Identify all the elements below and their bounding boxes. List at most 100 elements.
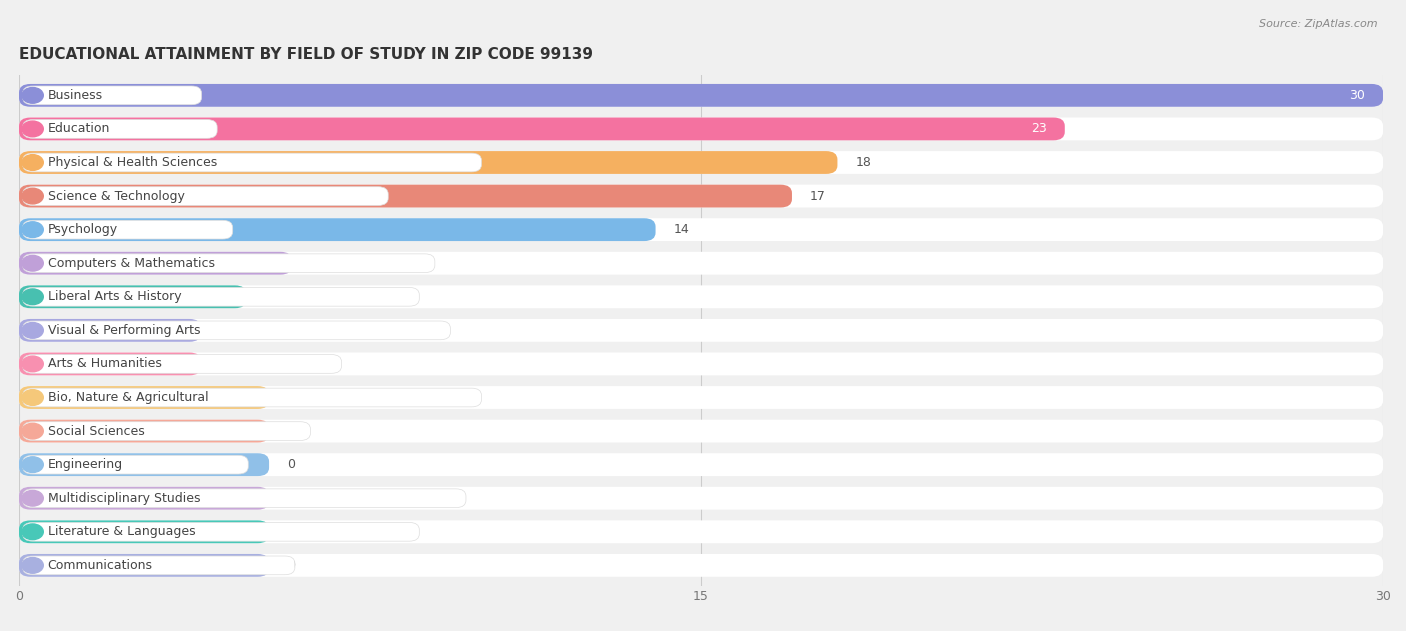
Circle shape [22, 558, 44, 573]
Bar [20, 146, 1384, 179]
FancyBboxPatch shape [22, 153, 481, 172]
FancyBboxPatch shape [20, 84, 1384, 107]
FancyBboxPatch shape [20, 353, 201, 375]
Circle shape [22, 188, 44, 204]
Bar [20, 280, 1384, 314]
FancyBboxPatch shape [22, 288, 419, 306]
FancyBboxPatch shape [22, 119, 217, 138]
Text: 0: 0 [287, 525, 295, 538]
FancyBboxPatch shape [22, 456, 249, 474]
Text: 0: 0 [287, 559, 295, 572]
FancyBboxPatch shape [20, 252, 292, 274]
Circle shape [22, 457, 44, 473]
Bar [20, 448, 1384, 481]
Circle shape [22, 423, 44, 439]
Circle shape [22, 322, 44, 338]
FancyBboxPatch shape [20, 521, 1384, 543]
FancyBboxPatch shape [20, 185, 792, 208]
FancyBboxPatch shape [20, 554, 269, 577]
Text: Source: ZipAtlas.com: Source: ZipAtlas.com [1260, 19, 1378, 29]
FancyBboxPatch shape [20, 117, 1384, 140]
Circle shape [22, 221, 44, 237]
FancyBboxPatch shape [20, 185, 1384, 208]
FancyBboxPatch shape [22, 86, 201, 105]
FancyBboxPatch shape [20, 521, 269, 543]
Circle shape [22, 155, 44, 170]
Circle shape [22, 390, 44, 405]
Circle shape [22, 490, 44, 506]
Text: Education: Education [48, 122, 110, 136]
FancyBboxPatch shape [22, 220, 233, 239]
Text: 30: 30 [1348, 89, 1365, 102]
FancyBboxPatch shape [22, 388, 481, 407]
FancyBboxPatch shape [20, 319, 1384, 342]
Circle shape [22, 289, 44, 305]
FancyBboxPatch shape [20, 218, 1384, 241]
FancyBboxPatch shape [20, 487, 1384, 510]
Bar [20, 179, 1384, 213]
FancyBboxPatch shape [20, 151, 838, 174]
FancyBboxPatch shape [20, 285, 1384, 308]
Text: Computers & Mathematics: Computers & Mathematics [48, 257, 215, 269]
Text: 0: 0 [287, 425, 295, 437]
Bar [20, 112, 1384, 146]
Circle shape [22, 121, 44, 137]
Bar [20, 79, 1384, 112]
Text: Social Sciences: Social Sciences [48, 425, 145, 437]
Bar [20, 347, 1384, 380]
Text: Science & Technology: Science & Technology [48, 189, 184, 203]
FancyBboxPatch shape [20, 84, 1384, 107]
Bar [20, 247, 1384, 280]
FancyBboxPatch shape [20, 420, 1384, 442]
FancyBboxPatch shape [22, 355, 342, 374]
Text: 0: 0 [287, 458, 295, 471]
FancyBboxPatch shape [20, 218, 655, 241]
Text: Literature & Languages: Literature & Languages [48, 525, 195, 538]
FancyBboxPatch shape [20, 453, 1384, 476]
FancyBboxPatch shape [22, 254, 434, 273]
FancyBboxPatch shape [22, 321, 450, 339]
Text: Arts & Humanities: Arts & Humanities [48, 357, 162, 370]
FancyBboxPatch shape [22, 422, 311, 440]
Text: 17: 17 [810, 189, 827, 203]
Text: Liberal Arts & History: Liberal Arts & History [48, 290, 181, 304]
Bar [20, 548, 1384, 582]
FancyBboxPatch shape [20, 487, 269, 510]
FancyBboxPatch shape [20, 319, 201, 342]
Bar [20, 213, 1384, 247]
Circle shape [22, 256, 44, 271]
Text: 4: 4 [219, 324, 226, 337]
Bar [20, 415, 1384, 448]
Text: EDUCATIONAL ATTAINMENT BY FIELD OF STUDY IN ZIP CODE 99139: EDUCATIONAL ATTAINMENT BY FIELD OF STUDY… [20, 47, 593, 62]
Circle shape [22, 88, 44, 103]
Bar [20, 380, 1384, 415]
Bar [20, 515, 1384, 548]
Text: Engineering: Engineering [48, 458, 122, 471]
Circle shape [22, 524, 44, 540]
Text: 6: 6 [309, 257, 318, 269]
FancyBboxPatch shape [20, 420, 269, 442]
FancyBboxPatch shape [22, 187, 388, 206]
Text: 4: 4 [219, 357, 226, 370]
FancyBboxPatch shape [22, 489, 465, 507]
Text: Visual & Performing Arts: Visual & Performing Arts [48, 324, 200, 337]
Circle shape [22, 356, 44, 372]
FancyBboxPatch shape [20, 151, 1384, 174]
FancyBboxPatch shape [20, 117, 1064, 140]
FancyBboxPatch shape [20, 386, 1384, 409]
Text: 5: 5 [264, 290, 273, 304]
Text: 0: 0 [287, 492, 295, 505]
Text: Communications: Communications [48, 559, 153, 572]
FancyBboxPatch shape [20, 353, 1384, 375]
FancyBboxPatch shape [22, 522, 419, 541]
Text: Multidisciplinary Studies: Multidisciplinary Studies [48, 492, 200, 505]
FancyBboxPatch shape [20, 554, 1384, 577]
Text: Bio, Nature & Agricultural: Bio, Nature & Agricultural [48, 391, 208, 404]
Text: 23: 23 [1031, 122, 1046, 136]
FancyBboxPatch shape [20, 453, 269, 476]
Text: 0: 0 [287, 391, 295, 404]
FancyBboxPatch shape [20, 252, 1384, 274]
FancyBboxPatch shape [22, 556, 295, 575]
Text: 14: 14 [673, 223, 689, 236]
Text: Psychology: Psychology [48, 223, 118, 236]
